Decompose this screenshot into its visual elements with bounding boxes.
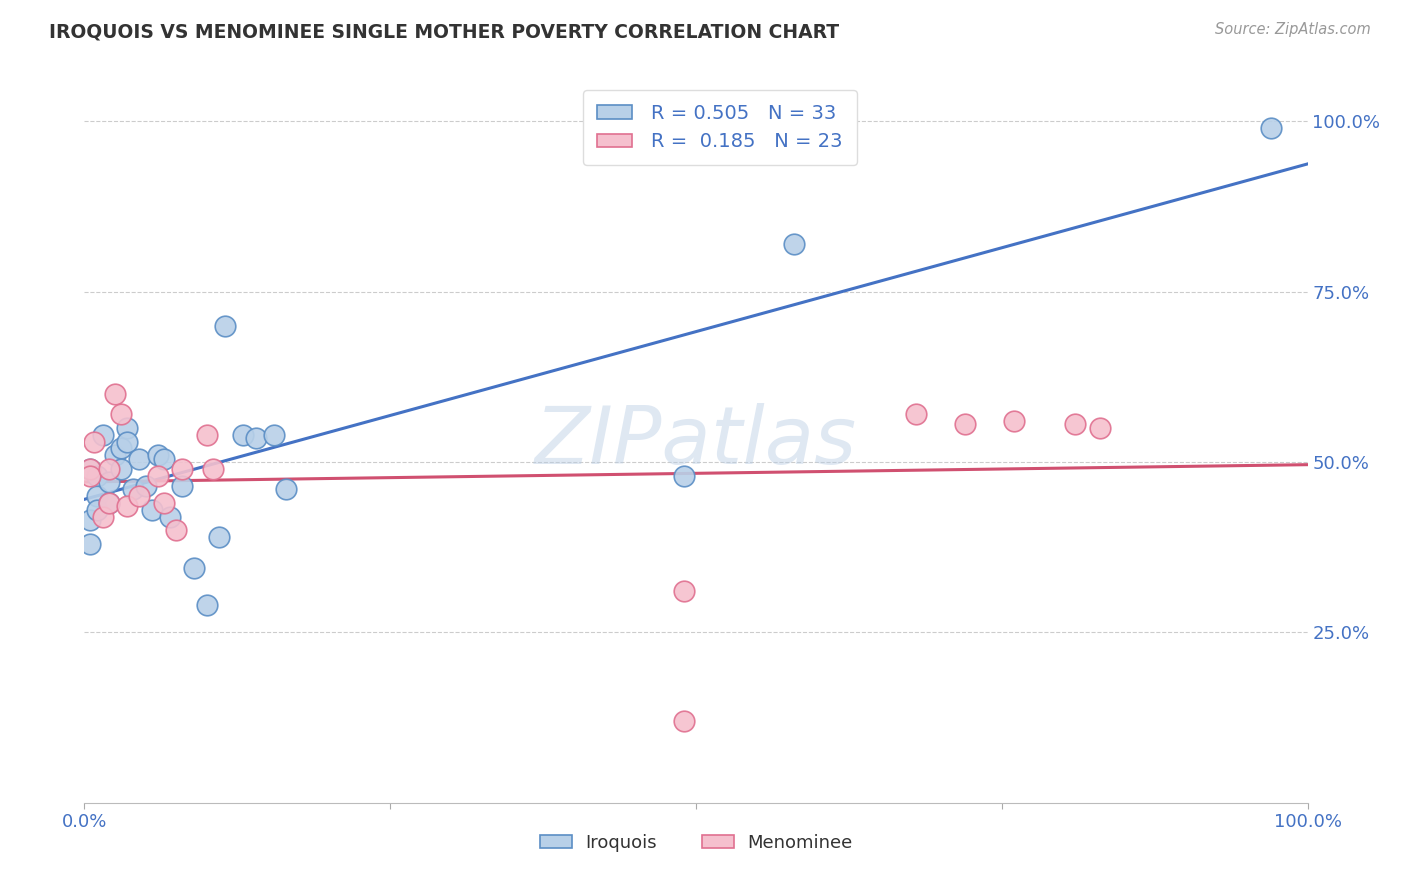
Point [276, 482, 298, 496]
Point [146, 448, 169, 462]
Point [135, 479, 157, 493]
Point [86, 489, 108, 503]
Point [245, 431, 267, 445]
Point [141, 502, 163, 516]
Point [110, 442, 132, 456]
Point [153, 451, 176, 466]
Point [159, 509, 181, 524]
Point [165, 523, 187, 537]
Point [86, 468, 108, 483]
Point [953, 417, 976, 432]
Point [1002, 414, 1025, 428]
Point [1260, 120, 1282, 135]
Point [128, 489, 150, 503]
Point [97, 475, 120, 490]
Point [1088, 421, 1111, 435]
Point [146, 468, 169, 483]
Point [104, 448, 127, 462]
Point [91, 427, 114, 442]
Point [97, 496, 120, 510]
Text: IROQUOIS VS MENOMINEE SINGLE MOTHER POVERTY CORRELATION CHART: IROQUOIS VS MENOMINEE SINGLE MOTHER POVE… [49, 22, 839, 41]
Point [79, 537, 101, 551]
Point [115, 500, 138, 514]
Point [672, 468, 695, 483]
Point [783, 236, 806, 251]
Point [83, 434, 105, 449]
Point [97, 462, 120, 476]
Point [110, 407, 132, 421]
Point [79, 513, 101, 527]
Point [214, 318, 236, 333]
Point [110, 462, 132, 476]
Point [172, 462, 194, 476]
Point [79, 468, 101, 483]
Point [1064, 417, 1087, 432]
Point [79, 462, 101, 476]
Point [232, 427, 254, 442]
Point [115, 434, 138, 449]
Point [91, 509, 114, 524]
Point [201, 462, 224, 476]
Point [86, 502, 108, 516]
Point [97, 496, 120, 510]
Point [263, 427, 285, 442]
Point [672, 584, 695, 599]
Text: ZIPatlas: ZIPatlas [534, 402, 858, 481]
Point [208, 530, 231, 544]
Point [183, 560, 205, 574]
Legend: Iroquois, Menominee: Iroquois, Menominee [533, 826, 859, 859]
Point [672, 714, 695, 728]
Point [172, 479, 194, 493]
Point [104, 387, 127, 401]
Point [122, 482, 145, 496]
Point [79, 462, 101, 476]
Point [195, 598, 218, 612]
Point [115, 421, 138, 435]
Point [195, 427, 218, 442]
Text: Source: ZipAtlas.com: Source: ZipAtlas.com [1215, 22, 1371, 37]
Point [128, 451, 150, 466]
Point [905, 407, 928, 421]
Point [153, 496, 176, 510]
